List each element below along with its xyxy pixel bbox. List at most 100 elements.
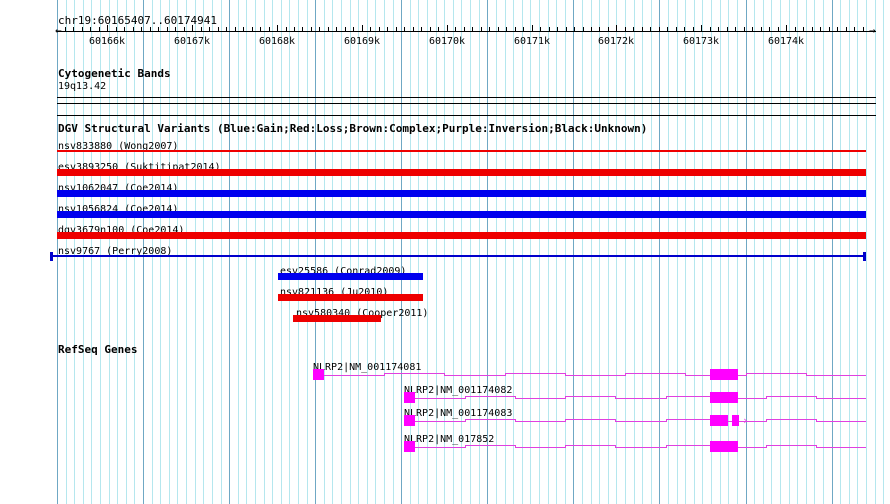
refseq-exon-block[interactable] xyxy=(710,441,738,452)
ruler-minor-tick xyxy=(116,27,117,31)
ruler-minor-tick xyxy=(642,27,643,31)
gridline xyxy=(332,0,333,504)
ruler-minor-tick xyxy=(286,27,287,31)
refseq-exon-block[interactable] xyxy=(710,369,738,380)
gridline xyxy=(711,0,712,504)
dgv-variant-line[interactable] xyxy=(50,255,866,257)
ruler-minor-tick xyxy=(735,27,736,31)
refseq-intron-segment xyxy=(815,447,866,448)
section-separator xyxy=(57,103,876,104)
ruler-minor-tick xyxy=(421,27,422,31)
ruler-tick-label: 60171k xyxy=(513,36,551,47)
ruler-minor-tick xyxy=(795,27,796,31)
dgv-variant-bar[interactable] xyxy=(57,232,866,239)
ruler-minor-tick xyxy=(438,27,439,31)
section-separator xyxy=(57,97,876,98)
ruler-minor-tick xyxy=(625,27,626,31)
gridline xyxy=(668,0,669,504)
refseq-transcript-label[interactable]: NLRP2|NM_001174081 xyxy=(313,362,422,373)
ruler-minor-tick xyxy=(328,27,329,31)
gridline xyxy=(763,0,764,504)
dgv-variant-label[interactable]: nsv580340 (Cooper2011) xyxy=(296,308,429,319)
gridline xyxy=(436,0,437,504)
ruler-minor-tick xyxy=(82,27,83,31)
refseq-intron-joint xyxy=(665,445,667,448)
dgv-variant-bar[interactable] xyxy=(57,190,866,197)
ruler-minor-tick xyxy=(319,27,320,31)
refseq-exon-block[interactable] xyxy=(710,415,728,426)
refseq-transcript-label[interactable]: NLRP2|NM_001174083 xyxy=(404,408,513,419)
refseq-intron-segment xyxy=(715,447,766,448)
refseq-transcript-label[interactable]: NLRP2|NM_017852 xyxy=(404,434,495,445)
ruler-minor-tick xyxy=(430,27,431,31)
refseq-exon-block[interactable] xyxy=(313,369,324,380)
ruler-major-tick xyxy=(107,25,108,31)
gridline xyxy=(857,0,858,504)
gridline xyxy=(720,0,721,504)
ruler-minor-tick xyxy=(336,27,337,31)
dgv-variant-label[interactable]: dgv3679n100 (Coe2014) xyxy=(58,225,185,236)
dgv-variant-bar[interactable] xyxy=(57,169,866,176)
refseq-intron-segment xyxy=(565,445,616,446)
ruler-tick-label: 60172k xyxy=(597,36,635,47)
ruler-minor-tick xyxy=(566,27,567,31)
refseq-section-title: RefSeq Genes xyxy=(58,343,138,356)
dgv-variant-bar[interactable] xyxy=(293,315,381,322)
ruler-major-tick xyxy=(277,25,278,31)
dgv-variant-bar[interactable] xyxy=(57,211,866,218)
gridline xyxy=(728,0,729,504)
section-separator xyxy=(57,115,876,116)
refseq-exon-block[interactable] xyxy=(732,415,739,426)
gridline xyxy=(272,0,273,504)
ruler-major-tick xyxy=(447,25,448,31)
ruler-minor-tick xyxy=(676,27,677,31)
ruler-minor-tick xyxy=(574,27,575,31)
ruler-minor-tick xyxy=(413,27,414,31)
gridline xyxy=(883,0,884,504)
dgv-variant-label[interactable]: nsv9767 (Perry2008) xyxy=(58,246,173,257)
gridline xyxy=(685,0,686,504)
dgv-variant-label[interactable]: nsv833880 (Wong2007) xyxy=(58,141,179,152)
refseq-exon-block[interactable] xyxy=(404,441,415,452)
refseq-intron-segment xyxy=(745,373,806,374)
dgv-variant-label[interactable]: esv3893250 (Suktitipat2014) xyxy=(58,162,221,173)
ruler-major-tick xyxy=(786,25,787,31)
dgv-variant-label[interactable]: nsv821136 (Ju2010) xyxy=(280,287,389,298)
ruler-minor-tick xyxy=(761,27,762,31)
refseq-intron-joint xyxy=(515,445,517,448)
ruler-minor-tick xyxy=(464,27,465,31)
refseq-exon-block[interactable] xyxy=(404,392,415,403)
dgv-variant-label[interactable]: nsv1056824 (Coe2014) xyxy=(58,204,179,215)
dgv-variant-bar[interactable] xyxy=(278,273,423,280)
refseq-intron-segment xyxy=(384,373,445,374)
gridline xyxy=(264,0,265,504)
ruler-minor-tick xyxy=(294,27,295,31)
gridline xyxy=(548,0,549,504)
refseq-intron-segment xyxy=(565,396,616,397)
ruler-minor-tick xyxy=(99,27,100,31)
ruler-minor-tick xyxy=(184,27,185,31)
ruler-minor-tick xyxy=(158,27,159,31)
dgv-variant-bar[interactable] xyxy=(57,150,866,152)
ruler-minor-tick xyxy=(769,27,770,31)
gridline xyxy=(393,0,394,504)
refseq-transcript-label[interactable]: NLRP2|NM_001174082 xyxy=(404,385,513,396)
refseq-exon-block[interactable] xyxy=(710,392,738,403)
gridline xyxy=(797,0,798,504)
ruler-minor-tick xyxy=(455,27,456,31)
refseq-exon-block[interactable] xyxy=(404,415,415,426)
dgv-variant-bar[interactable] xyxy=(278,294,423,301)
gridline xyxy=(582,0,583,504)
ruler-minor-tick xyxy=(235,27,236,31)
ruler-minor-tick xyxy=(863,27,864,31)
ruler-minor-tick xyxy=(659,27,660,31)
refseq-intron-joint xyxy=(615,419,617,422)
dgv-variant-label[interactable]: nsv1062047 (Coe2014) xyxy=(58,183,179,194)
gridline xyxy=(479,0,480,504)
ruler-minor-tick xyxy=(837,27,838,31)
refseq-intron-joint xyxy=(765,445,767,448)
refseq-intron-joint xyxy=(765,419,767,422)
refseq-intron-segment xyxy=(665,445,716,446)
dgv-variant-label[interactable]: esv25586 (Conrad2009) xyxy=(280,266,407,277)
